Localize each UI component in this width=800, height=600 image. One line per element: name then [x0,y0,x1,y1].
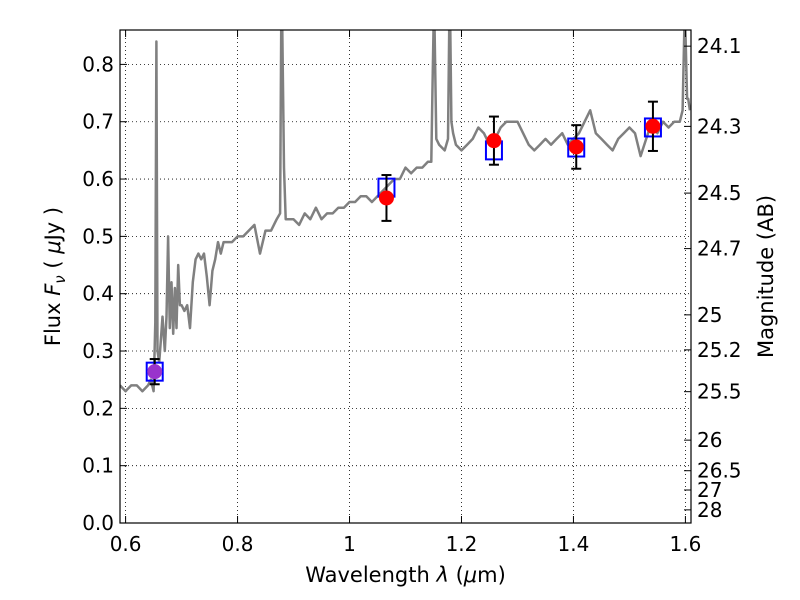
x-tick-label: 1 [343,532,356,556]
observed-point [645,118,661,134]
x-tick-label: 0.6 [110,532,142,556]
y-axis-title-symbol: F [41,283,65,296]
y-axis-title: Flux Fν ( μJy ) [41,207,69,346]
y-tick-label: 0.3 [82,339,114,363]
y-tick-label: 0.8 [82,52,114,76]
y-tick-label: 0.2 [82,396,114,420]
right-axis-title: Magnitude (AB) [754,195,778,358]
observed-point [568,139,584,155]
observed-point [486,133,502,149]
y-axis-title-mu: μ [41,240,65,254]
right-tick-label: 24.1 [697,34,742,58]
y-tick-label: 0.6 [82,167,114,191]
y-axis-title-unit-close: Jy ) [41,207,65,243]
right-tick-label: 25 [697,303,722,327]
x-tick-label: 1.6 [669,532,701,556]
y-tick-label: 0.0 [82,511,114,535]
x-axis-title-prefix: Wavelength [305,563,436,587]
ticks-layer: 0.6 0.8 1 1.2 1.4 1.6 0.0 0.1 0.2 0.3 0.4 0.5 0.6 0.7… [82,30,742,556]
x-tick-label: 1.2 [446,532,478,556]
right-tick-label: 26 [697,428,722,452]
x-axis-title-unit-close: m) [477,563,506,587]
observed-point [147,364,163,380]
right-tick-label: 24.5 [697,181,742,205]
x-axis-title-mu: μ [463,563,477,587]
right-tick-label: 24.7 [697,237,742,261]
y-tick-label: 0.7 [82,110,114,134]
right-tick-label: 25.5 [697,380,742,404]
x-axis-title-unit-open: ( [449,563,464,587]
plot-frame [119,29,692,524]
y-tick-label: 0.4 [82,282,114,306]
y-axis-title-sub: ν [51,275,69,283]
right-tick-label: 24.3 [697,114,742,138]
y-axis-title-prefix: Flux [41,296,65,346]
x-tick-label: 0.8 [222,532,254,556]
x-axis-title-symbol: λ [435,563,448,587]
right-tick-label: 27 [697,478,722,502]
right-tick-label: 28 [697,498,722,522]
observed-point [378,190,394,206]
y-tick-label: 0.5 [82,224,114,248]
right-tick-label: 25.2 [697,338,742,362]
spectrum-layer [120,30,691,393]
y-tick-label: 0.1 [82,454,114,478]
right-tick-label: 26.5 [697,459,742,483]
spectrum-line [120,30,691,393]
x-tick-label: 1.4 [558,532,590,556]
y-axis-title-unit-open: ( [41,254,65,276]
markers-layer [145,100,662,386]
x-axis-title: Wavelength λ (μm) [305,563,506,587]
